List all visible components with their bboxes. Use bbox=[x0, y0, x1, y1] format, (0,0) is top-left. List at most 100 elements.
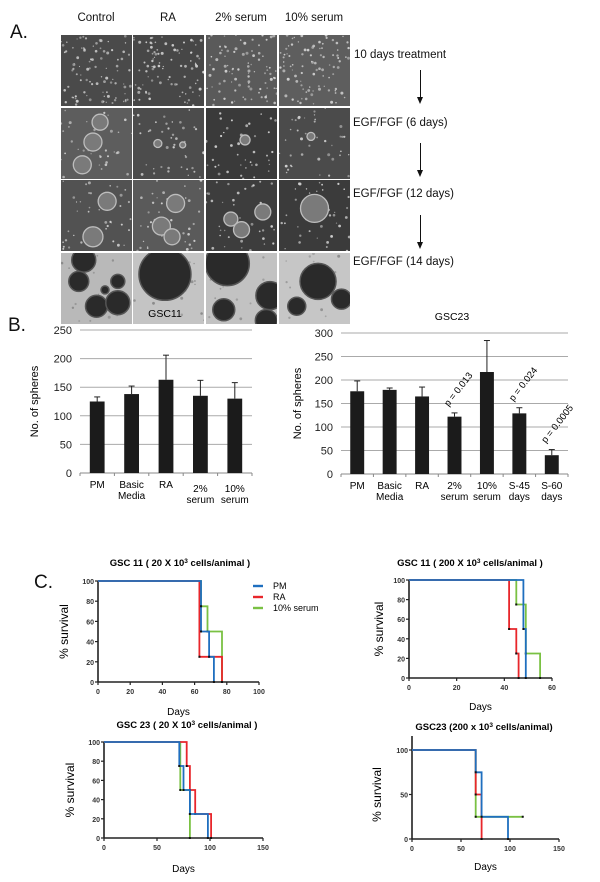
legend-label: PM bbox=[273, 581, 287, 591]
gsc11_20k_km-chart: GSC 11 ( 20 X 103 cells/animal ) 0 20 40 60 8… bbox=[57, 558, 265, 719]
x-tick-label: Media bbox=[376, 492, 404, 503]
survival-curve-pm bbox=[98, 580, 215, 682]
micrograph-10pct-serum-4 bbox=[279, 253, 350, 324]
y-tick-label: 100 bbox=[88, 740, 100, 747]
y-axis-label: No. of spheres bbox=[292, 367, 304, 439]
y-tick-label: 0 bbox=[327, 469, 333, 481]
y-tick-label: 0 bbox=[90, 680, 94, 687]
y-tick-label: 150 bbox=[54, 382, 72, 394]
micrograph-control-1 bbox=[61, 35, 132, 106]
bar bbox=[193, 395, 208, 473]
down-arrow-icon bbox=[417, 70, 423, 104]
y-tick-label: 60 bbox=[397, 617, 405, 624]
y-tick-label: 60 bbox=[92, 778, 100, 785]
chart-title: GSC23 bbox=[435, 311, 470, 323]
micrograph-ra-2 bbox=[133, 108, 204, 179]
y-tick-label: 250 bbox=[315, 352, 333, 364]
micrograph-2pct-serum-2 bbox=[206, 108, 277, 179]
x-tick-label: days bbox=[509, 492, 530, 503]
x-tick-label: 60 bbox=[548, 685, 556, 692]
x-axis-label: Days bbox=[167, 707, 190, 718]
x-tick-label: 10% bbox=[477, 481, 497, 492]
y-tick-label: 250 bbox=[54, 325, 72, 337]
x-tick-label: 100 bbox=[504, 846, 516, 853]
step-label-4: EGF/FGF (14 days) bbox=[353, 256, 454, 268]
x-tick-label: 2% bbox=[193, 484, 208, 495]
survival-curve-10-serum bbox=[412, 749, 523, 818]
y-tick-label: 0 bbox=[404, 837, 408, 844]
survival-curve-ra bbox=[412, 749, 483, 839]
y-tick-label: 40 bbox=[86, 640, 94, 647]
bar bbox=[447, 416, 462, 474]
micrograph-control-2 bbox=[61, 108, 132, 179]
x-tick-label: PM bbox=[350, 481, 365, 492]
y-tick-label: 300 bbox=[315, 328, 333, 340]
y-tick-label: 100 bbox=[82, 579, 94, 586]
x-tick-label: 0 bbox=[102, 845, 106, 852]
x-tick-label: 60 bbox=[191, 689, 199, 696]
x-tick-label: 80 bbox=[223, 689, 231, 696]
x-axis-label: Days bbox=[469, 702, 492, 713]
bar bbox=[89, 401, 105, 473]
micrograph-control-4 bbox=[61, 253, 132, 324]
x-tick-label: 50 bbox=[457, 846, 465, 853]
y-tick-label: 50 bbox=[60, 439, 72, 451]
micrograph-ra-1 bbox=[133, 35, 204, 106]
chart-title: GSC23 (200 x 103 cells/animal) bbox=[415, 722, 552, 734]
x-tick-label: Basic bbox=[119, 480, 143, 491]
y-axis-label: % survival bbox=[372, 602, 386, 657]
y-tick-label: 80 bbox=[92, 759, 100, 766]
survival-curve-pm bbox=[412, 749, 509, 839]
y-tick-label: 150 bbox=[315, 399, 333, 411]
bar bbox=[415, 396, 430, 474]
y-tick-label: 60 bbox=[86, 619, 94, 626]
x-tick-label: RA bbox=[415, 481, 429, 492]
y-axis-label: No. of spheres bbox=[29, 365, 41, 437]
x-tick-label: Basic bbox=[377, 481, 401, 492]
micrograph-2pct-serum-1 bbox=[206, 35, 277, 106]
y-tick-label: 200 bbox=[315, 375, 333, 387]
chart-title: GSC11 bbox=[148, 308, 182, 320]
y-axis-label: % survival bbox=[370, 767, 384, 822]
y-tick-label: 200 bbox=[54, 354, 72, 366]
survival-curve-10-serum bbox=[409, 579, 541, 678]
x-tick-label: serum bbox=[187, 495, 215, 506]
y-tick-label: 50 bbox=[321, 446, 333, 458]
y-axis-label: % survival bbox=[63, 763, 77, 818]
x-tick-label: RA bbox=[159, 480, 173, 491]
down-arrow-icon bbox=[417, 143, 423, 177]
bar bbox=[544, 455, 559, 474]
chart-title: GSC 23 ( 20 X 103 cells/animal ) bbox=[117, 720, 258, 732]
x-axis-label: Days bbox=[172, 864, 195, 875]
micrograph-10pct-serum-1 bbox=[279, 35, 350, 106]
panel-b-bar-charts: GSC11 0 50 100 150 200 250 No. of spheres PM Basi… bbox=[29, 308, 576, 506]
y-tick-label: 50 bbox=[400, 793, 408, 800]
x-tick-label: 20 bbox=[126, 689, 134, 696]
bar bbox=[479, 372, 494, 474]
x-tick-label: 40 bbox=[500, 685, 508, 692]
y-tick-label: 20 bbox=[397, 656, 405, 663]
x-tick-label: serum bbox=[473, 492, 501, 503]
bar bbox=[227, 398, 243, 473]
micrograph-10pct-serum-3 bbox=[279, 180, 350, 251]
x-tick-label: 100 bbox=[253, 689, 265, 696]
gsc11_bar-chart: GSC11 0 50 100 150 200 250 No. of spheres PM Basi… bbox=[29, 308, 253, 506]
y-axis-label: % survival bbox=[57, 604, 71, 659]
micrograph-ra-3 bbox=[133, 180, 204, 251]
y-tick-label: 40 bbox=[397, 637, 405, 644]
x-tick-label: serum bbox=[221, 495, 249, 506]
x-tick-label: S-45 bbox=[509, 481, 531, 492]
y-tick-label: 20 bbox=[86, 660, 94, 667]
x-tick-label: 10% bbox=[225, 484, 245, 495]
x-tick-label: 150 bbox=[553, 846, 565, 853]
y-tick-label: 100 bbox=[315, 422, 333, 434]
column-header-ra: RA bbox=[160, 12, 176, 24]
chart-title: GSC 11 ( 200 X 103 cells/animal ) bbox=[397, 558, 543, 570]
micrograph-ra-4 bbox=[133, 253, 204, 324]
micrograph-10pct-serum-2 bbox=[279, 108, 350, 179]
x-tick-label: PM bbox=[90, 480, 105, 491]
x-axis-label: Days bbox=[474, 862, 497, 873]
y-tick-label: 80 bbox=[397, 598, 405, 605]
gsc23_20k_km-chart: GSC 23 ( 20 X 103 cells/animal ) 0 20 40 60 8… bbox=[63, 720, 269, 876]
